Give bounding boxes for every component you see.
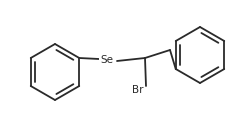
Text: Se: Se [101,55,113,65]
Text: Br: Br [132,85,144,95]
